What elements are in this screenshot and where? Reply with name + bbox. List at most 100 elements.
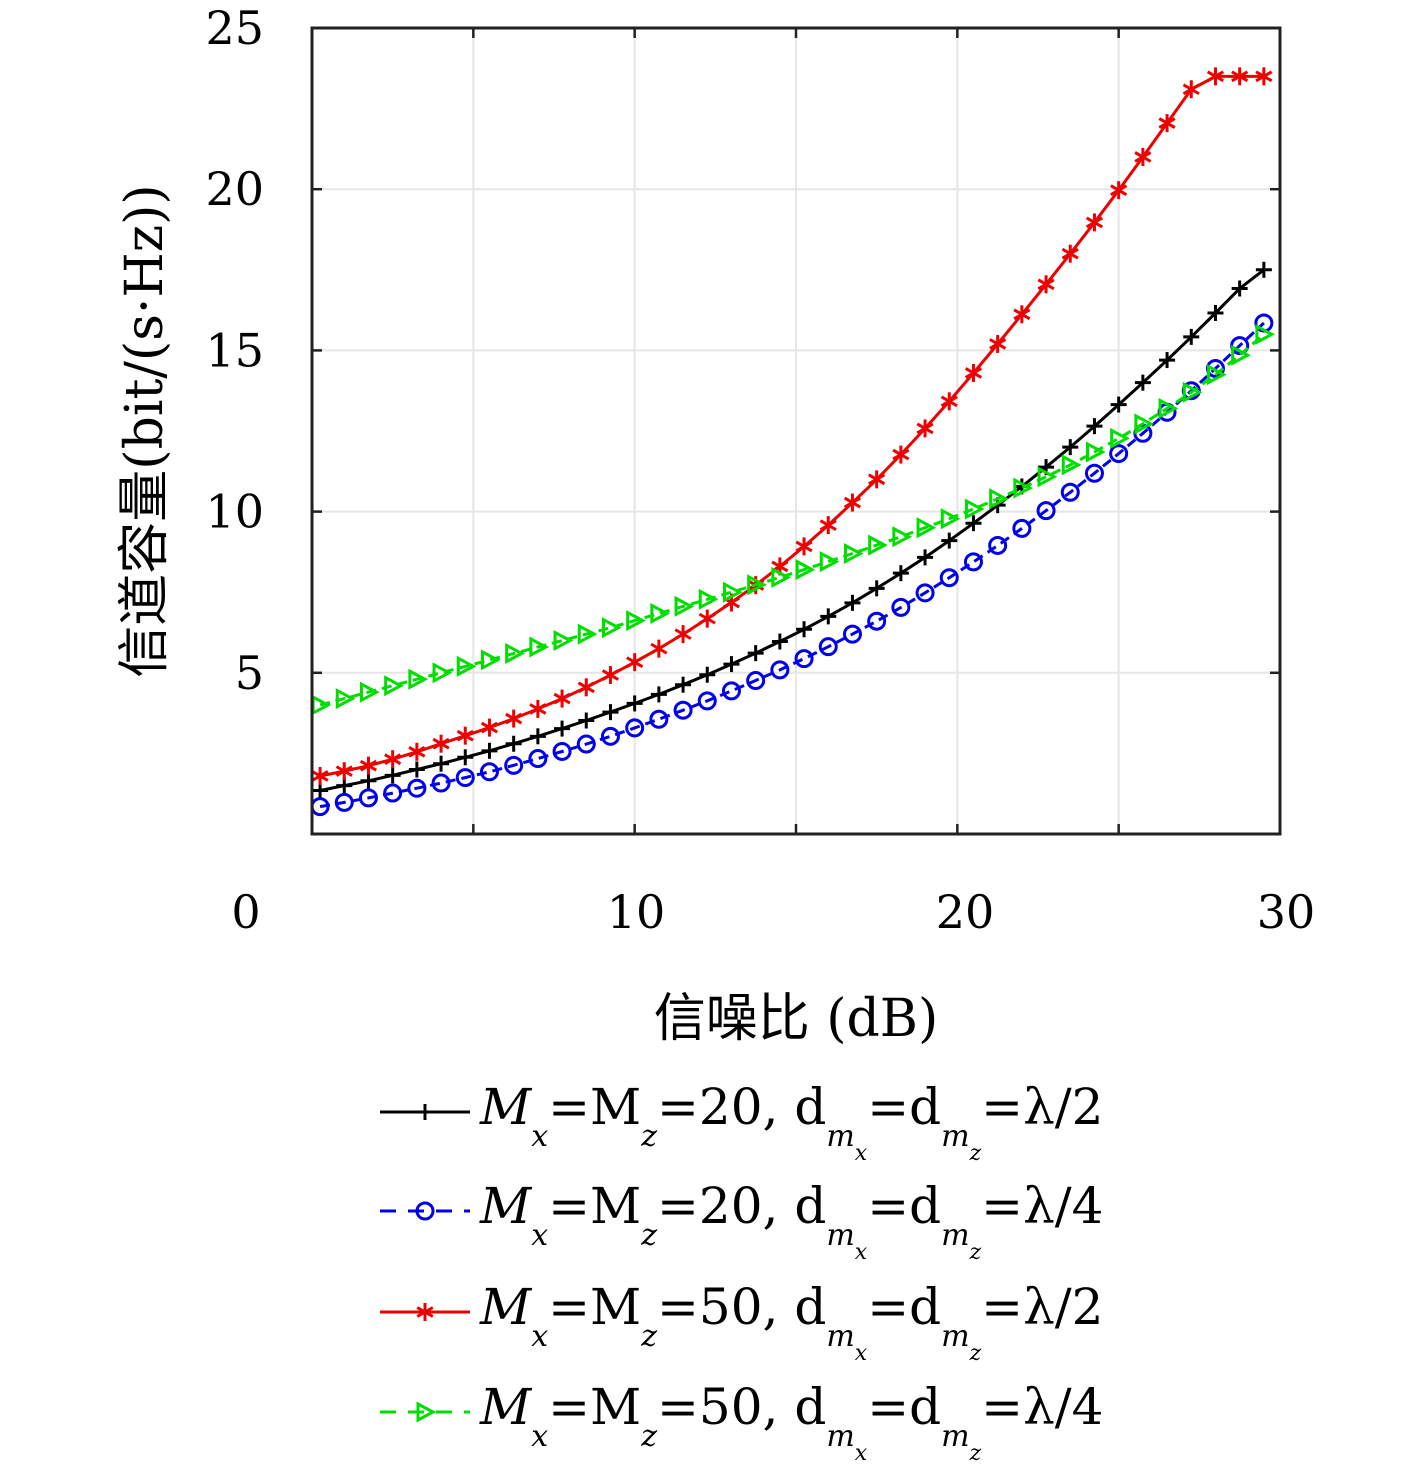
data-point (1182, 381, 1203, 403)
legend-text-part: z (969, 1341, 982, 1366)
legend-text-part: m (826, 1218, 854, 1253)
data-point (723, 656, 740, 673)
legend-text-part: M (479, 1378, 533, 1436)
data-point (578, 712, 595, 729)
x-tick-label: 30 (1257, 885, 1316, 939)
data-point (698, 609, 716, 628)
data-point (480, 649, 501, 671)
legend-label: Mx=Mz=20, dmx=dmz=λ/4 (479, 1177, 1103, 1265)
data-point (649, 709, 669, 729)
data-point (1060, 482, 1080, 502)
data-point (1183, 328, 1200, 345)
legend-marker (416, 1401, 437, 1423)
data-point (455, 768, 475, 788)
marker-part (601, 669, 620, 681)
data-point (456, 726, 474, 745)
series-line (319, 268, 1265, 792)
data-point (505, 735, 522, 752)
data-point (408, 761, 425, 778)
data-point (746, 671, 766, 691)
marker-part (989, 338, 1007, 350)
marker-part (335, 765, 353, 777)
marker-part (456, 729, 474, 742)
legend-text-part: x (855, 1141, 868, 1166)
data-point (529, 636, 550, 658)
data-point (1206, 67, 1225, 86)
data-point (964, 363, 983, 382)
data-point (529, 699, 547, 718)
marker-part (1158, 117, 1176, 129)
data-point (431, 773, 451, 793)
data-point (553, 630, 574, 652)
data-point (1231, 67, 1249, 86)
data-point (408, 668, 429, 690)
data-point (1061, 244, 1079, 263)
legend-text-part: z (640, 1419, 657, 1454)
legend-text-part: =λ/2 (981, 1078, 1103, 1136)
data-point (650, 639, 668, 658)
legend-text-part: =λ/4 (981, 1177, 1103, 1235)
data-point (1159, 352, 1176, 369)
data-point (988, 535, 1008, 555)
data-point (408, 742, 426, 761)
legend: Mx=Mz=20, dmx=dmz=λ/2Mx=Mz=20, dmx=dmz=λ… (380, 1078, 1103, 1466)
data-point (697, 691, 717, 711)
data-point (844, 594, 861, 611)
data-point (456, 655, 477, 677)
data-point (552, 741, 572, 761)
y-tick-label: 5 (235, 646, 264, 700)
data-point (529, 728, 546, 745)
data-point (771, 633, 788, 650)
marker-part (843, 496, 862, 509)
series-layer (310, 67, 1276, 817)
series-line (319, 321, 1265, 809)
data-point (1134, 413, 1155, 435)
data-point (819, 516, 837, 535)
marker-part (626, 656, 644, 668)
data-point (577, 678, 595, 697)
legend-text-part: =d (867, 1177, 941, 1235)
legend-label: Mx=Mz=50, dmx=dmz=λ/4 (479, 1378, 1103, 1466)
data-point (384, 750, 402, 769)
data-point (600, 726, 620, 746)
data-point (940, 392, 958, 411)
data-point (1086, 418, 1103, 435)
data-point (916, 419, 934, 438)
marker-part (1085, 216, 1104, 229)
legend-text-part: x (531, 1319, 548, 1354)
marker-part (1182, 83, 1200, 96)
legend-text-part: M (479, 1278, 533, 1336)
data-point (819, 551, 840, 573)
data-point (505, 642, 525, 664)
legend-text-part: x (531, 1119, 548, 1154)
data-point (1110, 181, 1128, 200)
data-point (1013, 477, 1034, 499)
data-point (384, 767, 401, 784)
data-point (335, 688, 356, 710)
data-point (674, 625, 692, 644)
legend-text-part: m (941, 1419, 969, 1454)
marker-part (650, 642, 668, 655)
marker-part (384, 753, 402, 766)
x-tick-label: 10 (607, 885, 666, 939)
marker-part (505, 712, 523, 725)
data-point (650, 602, 671, 624)
data-point (674, 595, 695, 617)
y-tick-label: 20 (205, 162, 264, 216)
data-point (1109, 444, 1129, 464)
data-point (312, 782, 329, 799)
data-point (1255, 323, 1276, 345)
legend-text-part: M (479, 1177, 533, 1235)
marker-part (892, 448, 910, 461)
marker-part (795, 540, 813, 553)
series-3 (311, 67, 1273, 785)
data-point (721, 681, 741, 701)
data-point (820, 608, 837, 625)
data-point (843, 493, 862, 512)
data-point (505, 709, 523, 728)
data-point (1207, 305, 1224, 322)
data-point (359, 681, 380, 703)
legend-text-part: m (826, 1319, 854, 1354)
y-tick-label: 15 (205, 323, 264, 377)
